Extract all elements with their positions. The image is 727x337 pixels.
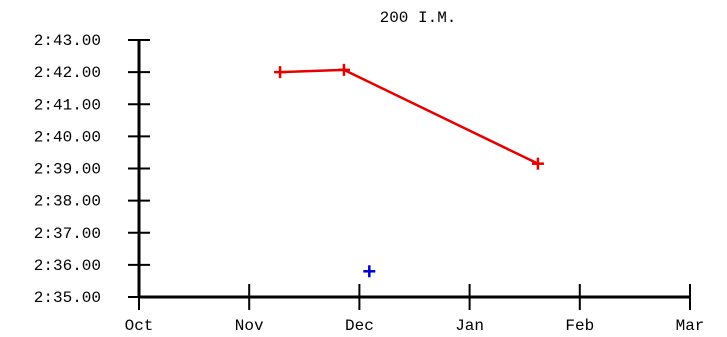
x-tick-label: Jan xyxy=(455,317,484,335)
y-tick-label: 2:42.00 xyxy=(34,64,101,82)
y-tick-label: 2:39.00 xyxy=(34,161,101,179)
y-tick-label: 2:43.00 xyxy=(34,32,101,50)
series-1 xyxy=(363,265,376,278)
x-tick-label: Feb xyxy=(565,317,594,335)
x-tick-label: Nov xyxy=(235,317,264,335)
data-point xyxy=(363,265,376,278)
y-tick-label: 2:35.00 xyxy=(34,289,101,307)
y-axis: 2:35.00 2:36.00 2:37.00 2:38.00 2:39.00 2:40.… xyxy=(34,32,150,307)
y-tick-label: 2:41.00 xyxy=(34,96,101,114)
x-tick-label: Dec xyxy=(345,317,374,335)
y-tick-label: 2:38.00 xyxy=(34,193,101,211)
series-line xyxy=(280,68,539,165)
data-point xyxy=(337,63,350,76)
x-tick-label: Oct xyxy=(125,317,154,335)
data-point xyxy=(531,157,544,170)
y-tick-label: 2:37.00 xyxy=(34,225,101,243)
series-layer xyxy=(274,63,544,278)
y-tick-label: 2:36.00 xyxy=(34,257,101,275)
chart-title: 200 I.M. xyxy=(380,9,457,27)
y-tick-label: 2:40.00 xyxy=(34,128,101,146)
x-tick-label: Mar xyxy=(676,317,705,335)
series-0 xyxy=(274,63,544,170)
x-axis: Oct Nov Dec Jan Feb Mar xyxy=(125,284,705,335)
data-point xyxy=(274,66,287,79)
